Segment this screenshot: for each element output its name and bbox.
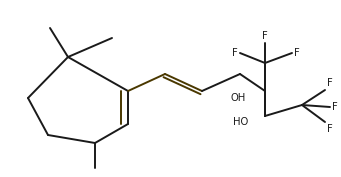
Text: HO: HO — [233, 117, 248, 127]
Text: F: F — [232, 48, 238, 58]
Text: F: F — [327, 78, 333, 88]
Text: F: F — [332, 102, 338, 112]
Text: F: F — [294, 48, 300, 58]
Text: F: F — [262, 31, 268, 41]
Text: OH: OH — [231, 93, 246, 103]
Text: F: F — [327, 124, 333, 134]
